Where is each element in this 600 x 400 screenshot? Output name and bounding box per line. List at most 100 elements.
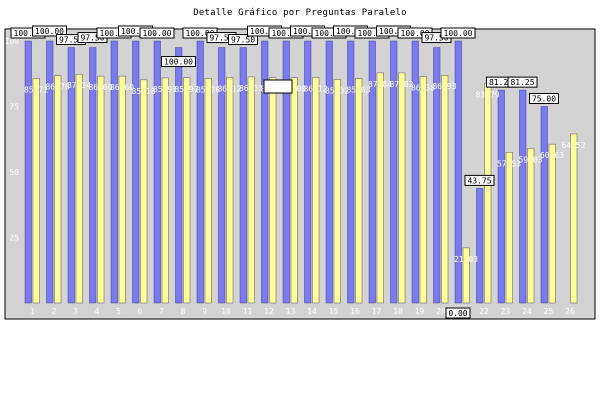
x-category-label: 12 bbox=[264, 307, 274, 316]
data-label-series-2: 85.71 bbox=[24, 85, 48, 94]
x-category-label: 4 bbox=[95, 307, 100, 316]
bar-series-2 bbox=[204, 78, 212, 304]
bar-series-2 bbox=[75, 73, 83, 304]
bar-series-1 bbox=[433, 47, 441, 304]
empty-label-box bbox=[263, 79, 293, 94]
bar-series-2 bbox=[32, 78, 40, 304]
bar-series-1 bbox=[411, 40, 419, 304]
x-category-label: 18 bbox=[393, 307, 403, 316]
data-label-series-1: 100.00 bbox=[379, 27, 408, 36]
data-label-series-1: 100.00 bbox=[358, 29, 387, 38]
chart-title: Detalle Gráfico por Preguntas Paralelo bbox=[193, 8, 407, 18]
bar-series-1 bbox=[282, 40, 290, 304]
x-category-label: 7 bbox=[159, 307, 164, 316]
data-label-series-1: 100.00 bbox=[143, 29, 172, 38]
data-label-extra: 0.00 bbox=[448, 309, 467, 318]
bar-series-1 bbox=[67, 47, 75, 304]
data-label-series-2: 86.93 bbox=[432, 82, 456, 91]
bar-series-1 bbox=[304, 40, 312, 304]
bar-series-2 bbox=[355, 78, 363, 304]
data-label-series-1: 100.00 bbox=[250, 27, 279, 36]
data-label-series-2: 87.34 bbox=[67, 81, 91, 90]
data-label-series-1: 100.00 bbox=[444, 29, 473, 38]
x-category-label: 6 bbox=[138, 307, 143, 316]
data-label-box bbox=[139, 27, 175, 39]
data-label-box bbox=[440, 27, 476, 39]
bar-series-2 bbox=[462, 247, 470, 304]
bar-series-2 bbox=[398, 72, 406, 304]
x-category-label: 8 bbox=[181, 307, 186, 316]
x-category-label: 1 bbox=[30, 307, 35, 316]
data-label-series-2: 87.82 bbox=[389, 80, 413, 89]
bar-series-1 bbox=[476, 188, 484, 304]
data-label-series-1: 97.50 bbox=[209, 34, 233, 43]
bar-series-2 bbox=[97, 75, 105, 304]
data-label-series-1: 97.50 bbox=[59, 36, 83, 45]
bar-series-2 bbox=[226, 77, 234, 304]
bar-series-1 bbox=[196, 40, 204, 304]
x-category-label: 19 bbox=[415, 307, 425, 316]
data-label-series-2: 83.79 bbox=[475, 90, 499, 99]
x-category-label: 11 bbox=[243, 307, 253, 316]
bar-series-2 bbox=[505, 152, 513, 304]
data-label-series-2: 86.60 bbox=[88, 83, 112, 92]
y-tick-label: 25 bbox=[9, 234, 19, 243]
data-label-series-2: 59.03 bbox=[518, 155, 542, 164]
bar-series-1 bbox=[132, 40, 140, 304]
bar-series-1 bbox=[368, 40, 376, 304]
bar-series-1 bbox=[110, 40, 118, 304]
bar-series-1 bbox=[540, 106, 548, 304]
x-category-label: 16 bbox=[350, 307, 360, 316]
y-tick-label: 100 bbox=[5, 37, 20, 46]
bar-series-2 bbox=[247, 76, 255, 304]
data-label-series-2: 85.63 bbox=[346, 86, 370, 95]
data-label-series-2: 85.97 bbox=[174, 85, 198, 94]
data-label-series-1: 97.50 bbox=[231, 36, 255, 45]
bar-series-1 bbox=[24, 40, 32, 304]
data-label-series-2: 85.32 bbox=[325, 86, 349, 95]
x-category-label: 22 bbox=[479, 307, 489, 316]
bar-series-1 bbox=[454, 40, 462, 304]
data-label-series-2: 21.03 bbox=[454, 255, 478, 264]
bar-series-1 bbox=[261, 40, 269, 304]
data-label-box bbox=[32, 25, 67, 37]
bar-series-2 bbox=[376, 72, 384, 304]
bar-series-1 bbox=[46, 40, 54, 304]
x-category-label: 3 bbox=[73, 307, 78, 316]
data-label-series-2: 86.76 bbox=[45, 83, 69, 92]
data-label-box bbox=[507, 76, 538, 88]
bar-series-2 bbox=[527, 148, 535, 304]
data-label-series-2: 85.91 bbox=[153, 85, 177, 94]
x-category-label: 25 bbox=[544, 307, 554, 316]
bar-series-2 bbox=[441, 74, 449, 304]
bar-series-2 bbox=[548, 143, 556, 304]
x-category-label: 10 bbox=[221, 307, 231, 316]
bar-series-1 bbox=[153, 40, 161, 304]
data-label-series-1: 75.00 bbox=[532, 95, 556, 104]
bar-series-2 bbox=[333, 79, 341, 304]
data-label-box bbox=[445, 307, 471, 319]
data-label-series-1: 100.00 bbox=[401, 29, 430, 38]
bar-series-2 bbox=[183, 77, 191, 304]
bar-series-2 bbox=[54, 75, 62, 304]
x-category-label: 2 bbox=[52, 307, 57, 316]
data-label-box bbox=[464, 174, 495, 186]
bar-series-1 bbox=[325, 40, 333, 304]
y-tick-label: 50 bbox=[9, 168, 19, 177]
data-label-series-1: 43.75 bbox=[467, 176, 491, 185]
data-label-series-1: 81.25 bbox=[510, 78, 534, 87]
x-category-label: 23 bbox=[501, 307, 511, 316]
bar-series-2 bbox=[570, 133, 578, 304]
bar-series-1 bbox=[89, 47, 97, 304]
data-label-series-2: 86.60 bbox=[110, 83, 134, 92]
x-category-label: 17 bbox=[372, 307, 382, 316]
data-label-series-1: 100.00 bbox=[293, 27, 322, 36]
data-label-series-2: 86.00 bbox=[282, 85, 306, 94]
data-label-box bbox=[161, 56, 196, 68]
x-category-label: 24 bbox=[522, 307, 532, 316]
bar-series-2 bbox=[140, 79, 148, 304]
data-label-series-1: 100.00 bbox=[121, 27, 150, 36]
bar-series-2 bbox=[118, 75, 126, 304]
data-label-series-2: 86.31 bbox=[239, 84, 263, 93]
